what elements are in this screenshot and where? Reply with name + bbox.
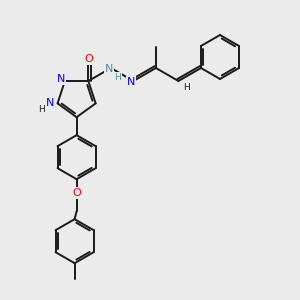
Text: N: N [45, 98, 54, 108]
Text: O: O [84, 54, 93, 64]
Text: H: H [183, 82, 190, 91]
Text: N: N [127, 77, 136, 87]
Text: O: O [72, 188, 81, 198]
Text: N: N [57, 74, 65, 84]
Text: H: H [115, 73, 121, 82]
Text: H: H [38, 105, 45, 114]
Text: N: N [105, 64, 113, 74]
